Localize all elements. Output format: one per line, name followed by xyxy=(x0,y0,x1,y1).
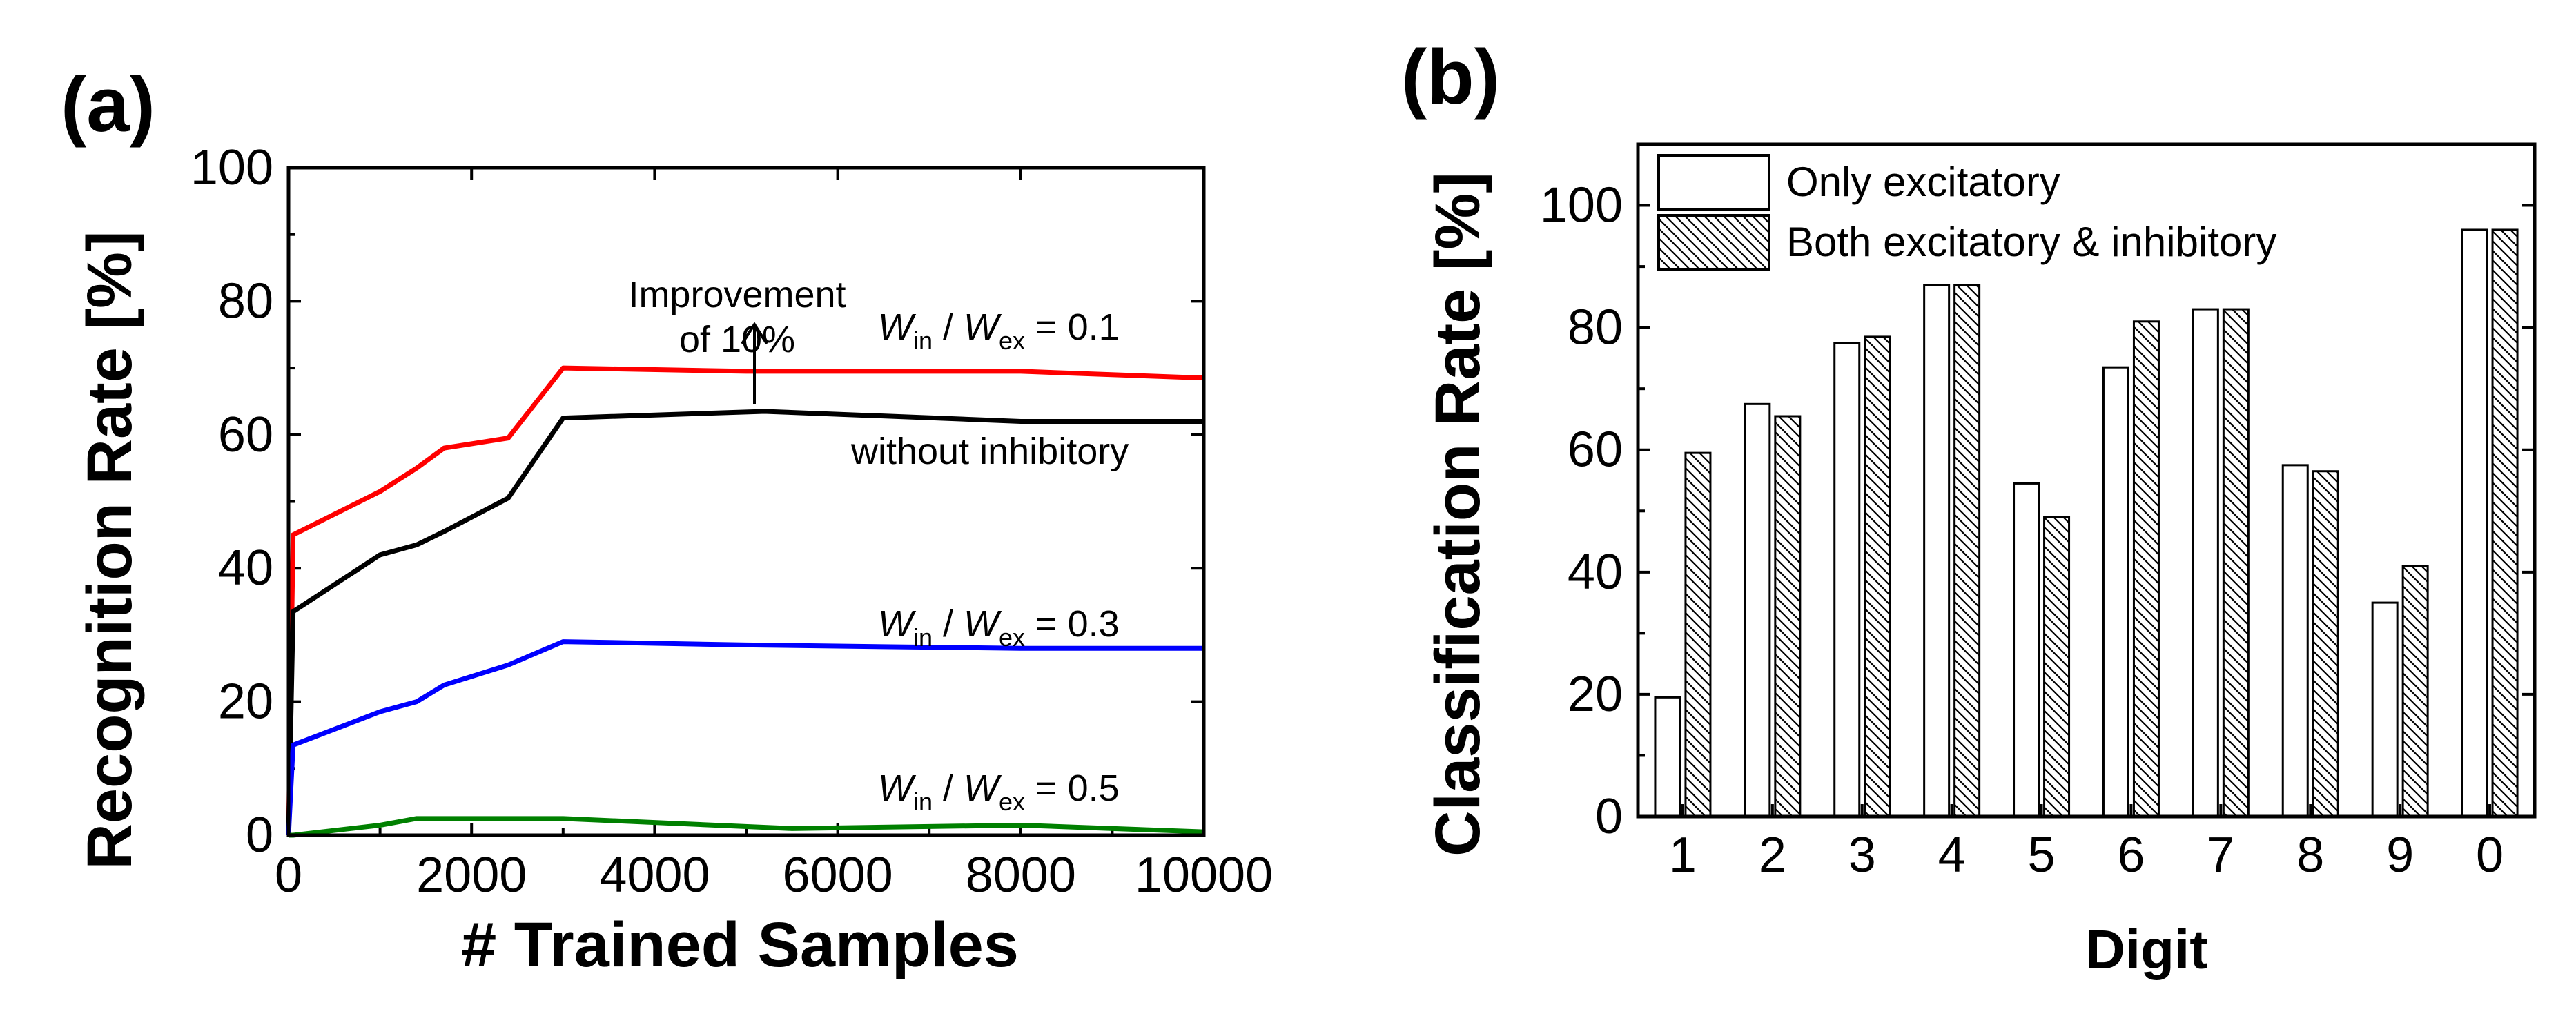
bar-both-excitatory-inhibitory xyxy=(1864,335,1891,818)
bar-both-excitatory-inhibitory xyxy=(2222,308,2250,818)
x-tick-label: 0 xyxy=(2476,828,2504,883)
bar-only-excitatory xyxy=(1654,696,1681,818)
x-tick-label: 2 xyxy=(1759,828,1786,883)
panel-a: (a) Recognition Rate [%] # Trained Sampl… xyxy=(61,61,1273,980)
panel-a-lines xyxy=(286,365,1204,838)
panel-b-y-axis-title: Classification Rate [%] xyxy=(1423,172,1493,857)
panel-b-ticks: 0 20 40 60 80 100 1 2 3 4 5 6 7 8 9 0 xyxy=(1540,178,2535,883)
y-tick-label: 20 xyxy=(218,674,273,730)
panel-b-bars xyxy=(1654,228,2519,818)
x-tick-label: 7 xyxy=(2207,828,2234,883)
panel-a-x-axis-title: # Trained Samples xyxy=(461,910,1019,980)
x-tick-label: 4 xyxy=(1938,828,1966,883)
x-tick-label: 8000 xyxy=(966,848,1076,903)
series-line-0 xyxy=(286,365,1204,836)
y-tick-label: 0 xyxy=(246,808,273,863)
bar-both-excitatory-inhibitory xyxy=(2401,565,2429,818)
panel-a-plot-frame xyxy=(286,166,1206,837)
y-tick-label: 40 xyxy=(1568,545,1623,600)
x-tick-label: 0 xyxy=(275,848,302,903)
legend-label-both: Both excitatory & inhibitory xyxy=(1786,219,2276,265)
x-tick-label: 2000 xyxy=(416,848,527,903)
panel-b-x-axis-title: Digit xyxy=(2085,919,2208,980)
y-tick-label: 80 xyxy=(1568,300,1623,355)
x-tick-label: 10000 xyxy=(1135,848,1273,903)
y-tick-label: 60 xyxy=(218,407,273,462)
bar-only-excitatory xyxy=(2461,228,2488,818)
panel-a-y-axis-title: Recognition Rate [%] xyxy=(75,231,145,869)
panel-a-label: (a) xyxy=(61,61,155,148)
series-line-3 xyxy=(289,816,1204,838)
legend-swatch-both xyxy=(1657,214,1770,271)
bar-both-excitatory-inhibitory xyxy=(2312,470,2339,818)
annotation-ratio-01: Win / Wex = 0.1 xyxy=(878,306,1120,355)
bar-only-excitatory xyxy=(1744,402,1771,818)
series-line-2 xyxy=(286,639,1204,836)
annotation-ratio-03: Win / Wex = 0.3 xyxy=(878,603,1120,652)
bar-both-excitatory-inhibitory xyxy=(2043,516,2071,818)
panel-b-label: (b) xyxy=(1401,34,1500,120)
series-line-1 xyxy=(286,409,1204,836)
bar-only-excitatory xyxy=(2281,464,2309,818)
x-tick-label: 1 xyxy=(1669,828,1697,883)
y-tick-label: 0 xyxy=(1595,789,1623,844)
panel-a-annotations: Improvement of 10% without inhibitory Wi… xyxy=(628,274,1129,816)
annotation-without-inhibitory: without inhibitory xyxy=(850,431,1129,472)
y-tick-label: 100 xyxy=(1540,178,1623,233)
annotation-ratio-05: Win / Wex = 0.5 xyxy=(878,768,1120,816)
x-tick-label: 4000 xyxy=(599,848,710,903)
x-tick-label: 6 xyxy=(2117,828,2145,883)
x-tick-label: 8 xyxy=(2296,828,2324,883)
bar-only-excitatory xyxy=(2192,308,2219,818)
annotation-improvement-line2: of 10% xyxy=(679,319,795,360)
improvement-arrow xyxy=(741,322,768,404)
legend-swatch-only-excitatory xyxy=(1657,154,1770,211)
y-tick-label: 20 xyxy=(1568,667,1623,722)
bar-both-excitatory-inhibitory xyxy=(2491,228,2519,818)
bar-only-excitatory xyxy=(2013,482,2040,818)
x-tick-label: 5 xyxy=(2028,828,2056,883)
panel-a-ticks: 0 20 40 60 80 100 0 2000 4000 6000 8000 10000 xyxy=(191,140,1273,903)
panel-b-plot-frame xyxy=(1636,142,2537,819)
y-tick-label: 60 xyxy=(1568,422,1623,478)
bar-only-excitatory xyxy=(2371,601,2399,818)
y-tick-label: 80 xyxy=(218,273,273,329)
y-tick-label: 100 xyxy=(191,140,273,195)
bar-both-excitatory-inhibitory xyxy=(1953,284,1981,818)
x-tick-label: 6000 xyxy=(783,848,893,903)
y-tick-label: 40 xyxy=(218,540,273,596)
bar-only-excitatory xyxy=(1923,284,1951,818)
bar-both-excitatory-inhibitory xyxy=(1774,415,1802,818)
legend-label-only-excitatory: Only excitatory xyxy=(1786,159,2060,205)
bar-only-excitatory xyxy=(2102,366,2129,818)
x-tick-label: 3 xyxy=(1848,828,1876,883)
panel-b: (b) Classification Rate [%] Digit 020406… xyxy=(1401,34,2537,980)
x-tick-label: 9 xyxy=(2386,828,2414,883)
bar-only-excitatory xyxy=(1833,342,1861,818)
bar-both-excitatory-inhibitory xyxy=(1684,451,1712,818)
bar-both-excitatory-inhibitory xyxy=(2132,320,2160,818)
panel-b-legend: Only excitatory Both excitatory & inhibi… xyxy=(1657,154,2276,271)
annotation-improvement-line1: Improvement xyxy=(628,274,846,315)
